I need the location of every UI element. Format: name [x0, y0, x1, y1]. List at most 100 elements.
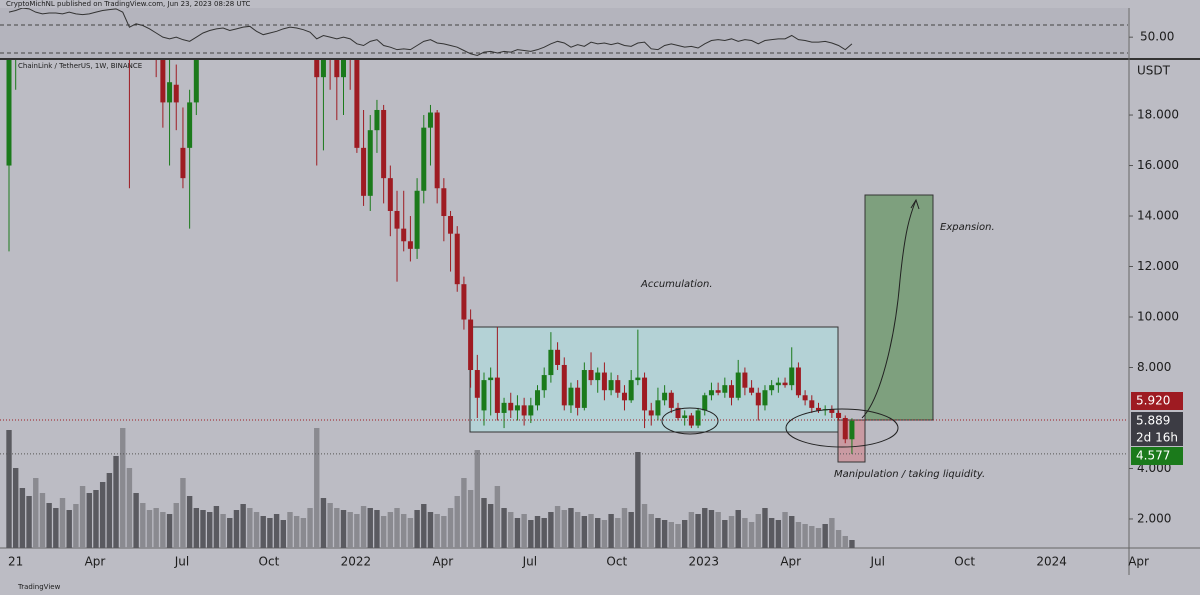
volume-bar — [795, 522, 802, 548]
volume-bar — [802, 524, 808, 548]
candle-body — [608, 380, 614, 391]
candle-body — [615, 380, 621, 393]
volume-bar — [106, 473, 113, 548]
volume-bar — [99, 482, 106, 548]
rsi-marks — [8, 8, 853, 57]
footer: TradingView — [17, 583, 61, 591]
volume-bar — [166, 514, 173, 548]
x-tick-label: 2022 — [341, 555, 372, 569]
candle-body — [367, 130, 373, 196]
volume-bar — [186, 496, 193, 548]
volume-bar — [849, 540, 855, 548]
volume-bar — [561, 510, 567, 548]
volume-bar — [240, 504, 246, 548]
candle-body — [735, 372, 741, 398]
candle-body — [688, 415, 694, 426]
x-tick-label: Jul — [522, 555, 537, 569]
candle-body — [729, 385, 735, 398]
candle-body — [836, 412, 842, 418]
hand-circle — [661, 407, 719, 435]
accumulation-box — [469, 326, 839, 433]
volume-bar — [809, 526, 815, 548]
candle-body — [434, 112, 440, 189]
volume-bar — [300, 518, 307, 548]
volume-bar — [454, 496, 460, 548]
volume-bar — [53, 508, 59, 548]
volume-bar — [193, 508, 200, 548]
currency: USDT — [1137, 64, 1171, 78]
volume-bar — [293, 516, 300, 548]
candle-body — [381, 109, 387, 179]
volume-bar — [521, 514, 527, 548]
candle-body — [702, 395, 708, 411]
volume-bar — [474, 450, 480, 548]
symbol: ChainLink / TetherUS, 1W, BINANCE — [18, 62, 142, 70]
volume-bar — [541, 518, 547, 548]
x-tick-label: Apr — [432, 555, 453, 569]
volume-bar — [140, 503, 146, 548]
volume-bar — [133, 493, 139, 548]
volume-bar — [461, 478, 467, 548]
y-tick-label: 18.000 — [1137, 108, 1179, 122]
volume-bar — [702, 508, 708, 548]
volume-bar — [648, 514, 654, 548]
volume-bar — [160, 512, 166, 548]
volume-bar — [26, 496, 32, 548]
volume-bar — [708, 510, 715, 548]
hand-drawings — [661, 198, 920, 448]
candle-body — [468, 319, 474, 371]
y-tick-label: 14.000 — [1137, 209, 1179, 223]
y-tick-label: 16.000 — [1137, 158, 1179, 172]
annotation: Accumulation. — [640, 279, 713, 290]
volume-bar — [360, 506, 367, 548]
volume-bar — [260, 516, 266, 548]
volume-bar — [681, 520, 688, 548]
candle-body — [6, 60, 12, 166]
volume-bar — [66, 510, 72, 548]
volume-bar — [688, 512, 695, 548]
volume-bar — [407, 518, 414, 548]
price-label: 4.577 — [1136, 449, 1170, 463]
volume-bar — [200, 510, 206, 548]
price-label-box — [1131, 447, 1183, 465]
volume-bar — [768, 518, 775, 548]
candle-body — [621, 392, 627, 401]
volume-bar — [434, 514, 440, 548]
rsi-tick-label: 50.00 — [1140, 30, 1174, 44]
x-tick-label: 2024 — [1036, 555, 1067, 569]
x-tick-label: Apr — [85, 555, 106, 569]
candle-body — [461, 284, 467, 320]
volume-bar — [33, 478, 39, 548]
volume-bar — [347, 512, 353, 548]
candle-body — [488, 377, 494, 381]
volume-bar — [534, 516, 541, 548]
volume-bar — [367, 508, 373, 548]
annotation: Manipulation / taking liquidity. — [834, 469, 985, 480]
x-tick-label: 2023 — [688, 555, 719, 569]
candle-body — [414, 190, 420, 249]
candle-body — [635, 377, 641, 381]
volume-bar — [401, 514, 407, 548]
candle-body — [655, 400, 661, 416]
candle-body — [842, 417, 848, 440]
volume-bar — [233, 510, 240, 548]
price-label-box — [1131, 392, 1183, 410]
candle-body — [407, 241, 413, 249]
candle-body — [448, 216, 454, 234]
y-tick-label: 8.000 — [1137, 360, 1171, 374]
candle-body — [454, 233, 460, 285]
candle-body — [601, 372, 607, 391]
candle-body — [789, 367, 795, 386]
volume-bar — [280, 520, 286, 548]
volume-bar — [93, 490, 99, 548]
candle-body — [401, 228, 407, 242]
volume-bar — [180, 478, 186, 548]
volume-bar — [334, 508, 340, 548]
candle-body — [474, 370, 480, 398]
volume-bar — [213, 506, 220, 548]
volume-bar — [153, 508, 159, 548]
candle-body — [815, 407, 821, 411]
candle-body — [581, 370, 587, 408]
